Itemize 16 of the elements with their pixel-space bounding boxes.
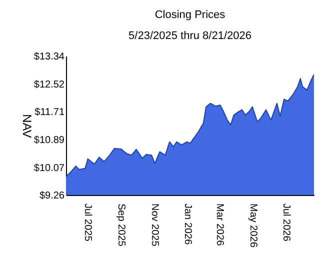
x-tick-label: May 2026 <box>247 204 258 248</box>
y-tick-label: $10.07 <box>34 162 65 174</box>
y-tick-label: $11.71 <box>34 107 65 118</box>
y-tick-label: $12.52 <box>34 79 65 90</box>
y-tick-label: $13.34 <box>34 52 65 62</box>
x-tick-label: Jul 2025 <box>82 204 93 242</box>
y-tick-label: $9.26 <box>39 190 65 202</box>
chart-title: Closing Prices <box>154 9 226 21</box>
x-tick-label: Jul 2026 <box>280 204 292 242</box>
x-tick-label: Nov 2025 <box>148 204 160 247</box>
y-tick-label: $10.89 <box>34 134 65 146</box>
x-tick-label: Jan 2026 <box>182 204 194 246</box>
x-tick-label: Mar 2026 <box>214 204 226 246</box>
x-tick-label: Sep 2025 <box>116 204 127 247</box>
y-axis-title: NAV <box>20 114 34 138</box>
chart-subtitle: 5/23/2025 thru 8/21/2026 <box>128 30 252 42</box>
